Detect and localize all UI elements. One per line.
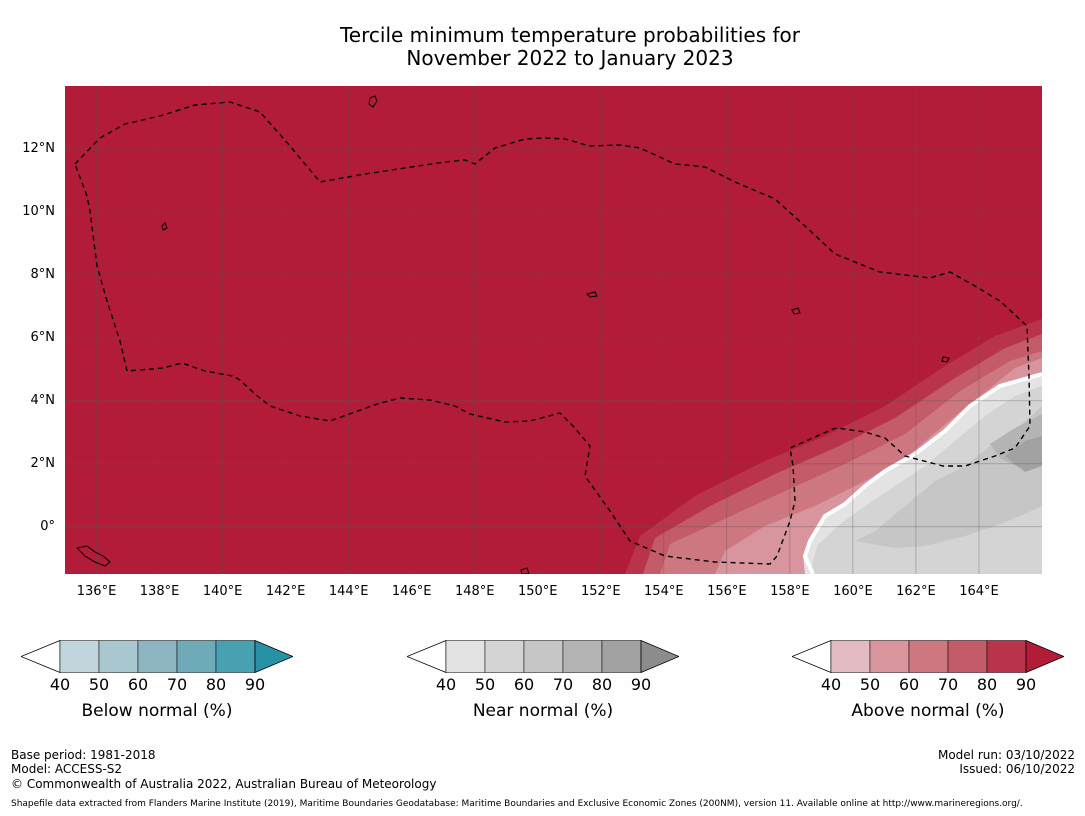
- lat-label: 0°: [40, 518, 55, 534]
- map-title-line-1: Tercile minimum temperature probabilitie…: [339, 23, 801, 47]
- near-band-70: [855, 406, 1042, 548]
- map-canvas: [65, 86, 1042, 574]
- colorbar-extend-high: [254, 640, 293, 673]
- below-normal-colorbar: [21, 640, 293, 673]
- lat-label: 10°N: [22, 203, 55, 219]
- colorbar-segment: [137, 640, 178, 673]
- colorbar-tick-label: 80: [976, 675, 998, 694]
- issued-text: Issued: 06/10/2022: [959, 762, 1075, 776]
- colorbar-tick-label: 90: [1015, 675, 1037, 694]
- island-group-3: [791, 307, 801, 315]
- colorbar-segment: [523, 640, 564, 673]
- lat-label: 6°N: [30, 329, 56, 345]
- copyright-text: © Commonwealth of Australia 2022, Austra…: [11, 777, 437, 791]
- model-text: Model: ACCESS-S2: [11, 762, 123, 776]
- colorbar-tick-label: 50: [474, 675, 496, 694]
- colorbar-extend-low: [792, 640, 832, 673]
- colorbar-segment: [908, 640, 949, 673]
- map-gridlines: [65, 86, 1042, 574]
- colorbar-segment: [445, 640, 486, 673]
- colorbar-tick-label: 40: [435, 675, 457, 694]
- lon-label: 140°E: [202, 584, 243, 599]
- colorbar-extend-high: [640, 640, 679, 673]
- lon-label: 136°E: [76, 584, 117, 599]
- colorbar-tick-label: 40: [49, 675, 71, 694]
- lon-label: 146°E: [391, 584, 432, 599]
- colorbar-tick-label: 50: [859, 675, 881, 694]
- lon-label: 162°E: [896, 584, 936, 599]
- colorbar-segment: [562, 640, 603, 673]
- lon-label: 160°E: [833, 584, 873, 599]
- map-title-line-2: November 2022 to January 2023: [406, 46, 734, 70]
- lat-label: 2°N: [30, 455, 56, 471]
- lon-label: 156°E: [707, 584, 747, 599]
- colorbar-tick-label: 60: [513, 675, 535, 694]
- probability-map: [65, 86, 1042, 574]
- colorbar-segment: [830, 640, 871, 673]
- island-southwest: [75, 545, 111, 567]
- island-group-1: [161, 222, 168, 231]
- colorbar-segment: [215, 640, 256, 673]
- colorbar-tick-label: 90: [244, 675, 266, 694]
- colorbar-tick-label: 80: [591, 675, 613, 694]
- island-north: [368, 95, 378, 108]
- tercile-boundary: [802, 372, 1042, 574]
- colorbar-extend-high: [1025, 640, 1064, 673]
- colorbar-segment: [947, 640, 988, 673]
- island-south: [520, 567, 530, 574]
- lon-label: 148°E: [454, 584, 495, 599]
- lon-label: 152°E: [581, 584, 621, 599]
- colorbar-tick-label: 80: [205, 675, 227, 694]
- model-run-text: Model run: 03/10/2022: [937, 748, 1075, 762]
- shapefile-attribution: Shapefile data extracted from Flanders M…: [11, 799, 1023, 809]
- colorbar-segment: [869, 640, 910, 673]
- colorbar-tick-label: 60: [898, 675, 920, 694]
- lon-label: 138°E: [139, 584, 180, 599]
- lat-label: 8°N: [30, 266, 56, 282]
- near-normal-colorbar: [407, 640, 679, 673]
- island-group-4: [941, 356, 950, 363]
- lon-label: 144°E: [328, 584, 369, 599]
- lon-label: 164°E: [959, 584, 999, 599]
- colorbar-tick-label: 70: [166, 675, 188, 694]
- lat-label: 12°N: [22, 140, 55, 156]
- colorbar-tick-label: 70: [552, 675, 574, 694]
- below-normal-label: Below normal (%): [81, 701, 233, 721]
- colorbar-extend-low: [21, 640, 61, 673]
- colorbar-segment: [484, 640, 525, 673]
- island-group-2: [586, 291, 598, 298]
- colorbar-tick-label: 50: [88, 675, 110, 694]
- colorbar-tick-label: 70: [937, 675, 959, 694]
- near-normal-label: Near normal (%): [472, 701, 614, 721]
- colorbar-extend-low: [407, 640, 447, 673]
- colorbar-segment: [176, 640, 217, 673]
- lon-label: 142°E: [265, 584, 306, 599]
- lat-label: 4°N: [30, 392, 56, 408]
- colorbar-tick-label: 90: [630, 675, 652, 694]
- colorbar-tick-label: 40: [820, 675, 842, 694]
- lon-label: 158°E: [770, 584, 810, 599]
- colorbar-tick-label: 60: [127, 675, 149, 694]
- lon-label: 150°E: [517, 584, 558, 599]
- colorbar-segment: [59, 640, 100, 673]
- above-normal-label: Above normal (%): [851, 701, 1005, 721]
- colorbar-segment: [986, 640, 1027, 673]
- near-band-90: [1005, 436, 1042, 472]
- above-normal-colorbar: [792, 640, 1064, 673]
- lon-label: 154°E: [644, 584, 684, 599]
- colorbar-segment: [98, 640, 139, 673]
- colorbar-segment: [601, 640, 642, 673]
- base-period-text: Base period: 1981-2018: [11, 748, 156, 762]
